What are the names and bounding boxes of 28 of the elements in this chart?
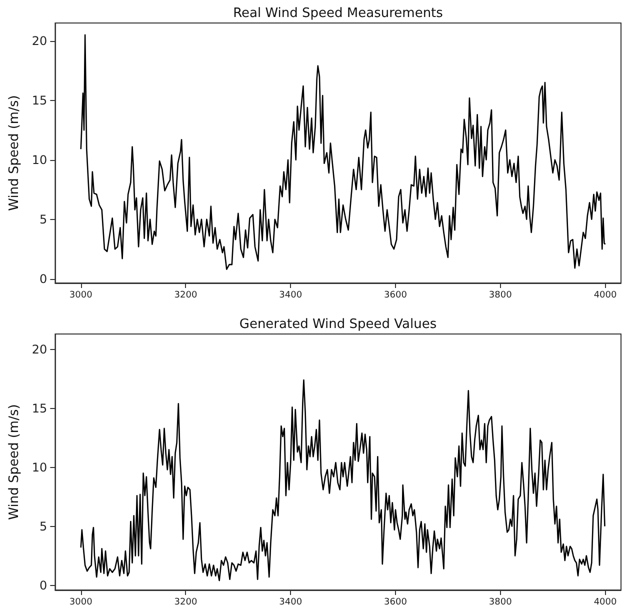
y-axis-title: Wind Speed (m/s): [7, 404, 22, 520]
y-tick-label: 5: [40, 212, 48, 226]
y-tick-label: 0: [40, 578, 48, 592]
x-tick-label: 4000: [594, 598, 617, 607]
y-tick-label: 10: [32, 152, 48, 167]
line-series: [80, 34, 606, 270]
chart-title: Real Wind Speed Measurements: [233, 6, 444, 21]
y-tick-label: 20: [32, 342, 48, 356]
y-tick-label: 5: [40, 519, 48, 534]
x-tick-label: 4000: [594, 290, 617, 300]
y-tick-label: 20: [32, 34, 48, 48]
x-tick-label: 3200: [174, 290, 198, 300]
x-tick-label: 3800: [488, 598, 512, 607]
x-tick-label: 3000: [69, 598, 93, 607]
x-tick-label: 3800: [488, 290, 512, 300]
line-series: [80, 379, 606, 582]
chart-title: Generated Wind Speed Values: [239, 317, 437, 332]
y-axis-title: Wind Speed (m/s): [7, 95, 22, 211]
x-tick-label: 3000: [69, 290, 93, 300]
y-tick-label: 10: [32, 460, 48, 474]
x-tick-label: 3400: [279, 290, 302, 300]
y-tick-label: 0: [40, 272, 48, 286]
x-tick-label: 3200: [174, 598, 198, 607]
x-tick-label: 3400: [279, 598, 302, 607]
x-tick-label: 3600: [384, 290, 408, 300]
y-tick-label: 15: [32, 401, 48, 416]
y-tick-label: 15: [32, 93, 48, 108]
x-tick-label: 3600: [384, 598, 408, 607]
